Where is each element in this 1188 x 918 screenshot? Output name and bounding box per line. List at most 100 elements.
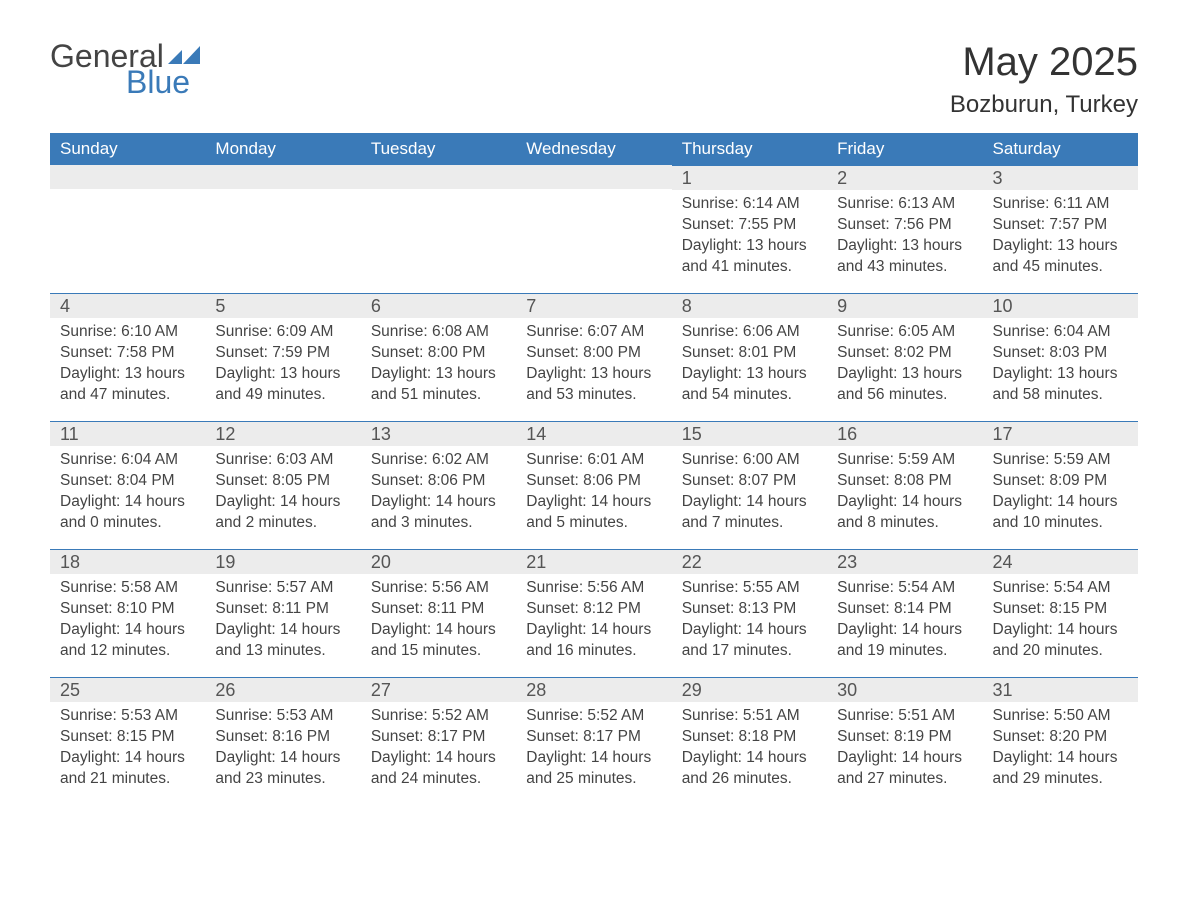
calendar-day: 7Sunrise: 6:07 AMSunset: 8:00 PMDaylight… (516, 293, 671, 421)
calendar-day: 6Sunrise: 6:08 AMSunset: 8:00 PMDaylight… (361, 293, 516, 421)
day-details: Sunrise: 5:53 AMSunset: 8:16 PMDaylight:… (205, 702, 360, 798)
calendar-day: 21Sunrise: 5:56 AMSunset: 8:12 PMDayligh… (516, 549, 671, 677)
calendar-day: 26Sunrise: 5:53 AMSunset: 8:16 PMDayligh… (205, 677, 360, 805)
calendar-row: 11Sunrise: 6:04 AMSunset: 8:04 PMDayligh… (50, 421, 1138, 549)
weekday-header: Monday (205, 133, 360, 165)
day-details: Sunrise: 5:51 AMSunset: 8:18 PMDaylight:… (672, 702, 827, 798)
calendar-day: 22Sunrise: 5:55 AMSunset: 8:13 PMDayligh… (672, 549, 827, 677)
day-details: Sunrise: 5:59 AMSunset: 8:09 PMDaylight:… (983, 446, 1138, 542)
day-number: 11 (50, 422, 205, 446)
logo-text-blue: Blue (126, 66, 190, 98)
day-number: 5 (205, 294, 360, 318)
calendar-day: 5Sunrise: 6:09 AMSunset: 7:59 PMDaylight… (205, 293, 360, 421)
day-number: 20 (361, 550, 516, 574)
calendar-empty (205, 165, 360, 293)
day-number: 29 (672, 678, 827, 702)
calendar-day: 27Sunrise: 5:52 AMSunset: 8:17 PMDayligh… (361, 677, 516, 805)
day-details: Sunrise: 6:01 AMSunset: 8:06 PMDaylight:… (516, 446, 671, 542)
calendar-empty (361, 165, 516, 293)
day-details: Sunrise: 5:54 AMSunset: 8:14 PMDaylight:… (827, 574, 982, 670)
calendar-day: 17Sunrise: 5:59 AMSunset: 8:09 PMDayligh… (983, 421, 1138, 549)
calendar-day: 2Sunrise: 6:13 AMSunset: 7:56 PMDaylight… (827, 165, 982, 293)
day-number: 12 (205, 422, 360, 446)
day-details: Sunrise: 5:55 AMSunset: 8:13 PMDaylight:… (672, 574, 827, 670)
calendar-day: 10Sunrise: 6:04 AMSunset: 8:03 PMDayligh… (983, 293, 1138, 421)
day-details: Sunrise: 6:06 AMSunset: 8:01 PMDaylight:… (672, 318, 827, 414)
weekday-header-row: SundayMondayTuesdayWednesdayThursdayFrid… (50, 133, 1138, 165)
day-details: Sunrise: 5:57 AMSunset: 8:11 PMDaylight:… (205, 574, 360, 670)
calendar-day: 25Sunrise: 5:53 AMSunset: 8:15 PMDayligh… (50, 677, 205, 805)
day-number: 27 (361, 678, 516, 702)
day-number: 22 (672, 550, 827, 574)
day-details: Sunrise: 5:53 AMSunset: 8:15 PMDaylight:… (50, 702, 205, 798)
weekday-header: Wednesday (516, 133, 671, 165)
calendar-day: 8Sunrise: 6:06 AMSunset: 8:01 PMDaylight… (672, 293, 827, 421)
calendar-row: 25Sunrise: 5:53 AMSunset: 8:15 PMDayligh… (50, 677, 1138, 805)
day-details: Sunrise: 6:04 AMSunset: 8:04 PMDaylight:… (50, 446, 205, 542)
calendar-day: 12Sunrise: 6:03 AMSunset: 8:05 PMDayligh… (205, 421, 360, 549)
weekday-header: Saturday (983, 133, 1138, 165)
calendar-day: 28Sunrise: 5:52 AMSunset: 8:17 PMDayligh… (516, 677, 671, 805)
day-number: 18 (50, 550, 205, 574)
day-details: Sunrise: 6:10 AMSunset: 7:58 PMDaylight:… (50, 318, 205, 414)
calendar-row: 1Sunrise: 6:14 AMSunset: 7:55 PMDaylight… (50, 165, 1138, 293)
calendar-day: 20Sunrise: 5:56 AMSunset: 8:11 PMDayligh… (361, 549, 516, 677)
day-details: Sunrise: 6:08 AMSunset: 8:00 PMDaylight:… (361, 318, 516, 414)
location: Bozburun, Turkey (950, 91, 1138, 119)
day-number: 19 (205, 550, 360, 574)
calendar-day: 31Sunrise: 5:50 AMSunset: 8:20 PMDayligh… (983, 677, 1138, 805)
calendar-day: 16Sunrise: 5:59 AMSunset: 8:08 PMDayligh… (827, 421, 982, 549)
day-number: 8 (672, 294, 827, 318)
weekday-header: Friday (827, 133, 982, 165)
day-number: 4 (50, 294, 205, 318)
day-number: 28 (516, 678, 671, 702)
day-details: Sunrise: 5:52 AMSunset: 8:17 PMDaylight:… (516, 702, 671, 798)
day-details: Sunrise: 5:56 AMSunset: 8:11 PMDaylight:… (361, 574, 516, 670)
calendar-day: 15Sunrise: 6:00 AMSunset: 8:07 PMDayligh… (672, 421, 827, 549)
day-details: Sunrise: 6:05 AMSunset: 8:02 PMDaylight:… (827, 318, 982, 414)
day-details: Sunrise: 6:14 AMSunset: 7:55 PMDaylight:… (672, 190, 827, 286)
day-details: Sunrise: 5:51 AMSunset: 8:19 PMDaylight:… (827, 702, 982, 798)
calendar-day: 29Sunrise: 5:51 AMSunset: 8:18 PMDayligh… (672, 677, 827, 805)
calendar-day: 4Sunrise: 6:10 AMSunset: 7:58 PMDaylight… (50, 293, 205, 421)
day-details: Sunrise: 5:59 AMSunset: 8:08 PMDaylight:… (827, 446, 982, 542)
calendar-day: 30Sunrise: 5:51 AMSunset: 8:19 PMDayligh… (827, 677, 982, 805)
day-details: Sunrise: 5:52 AMSunset: 8:17 PMDaylight:… (361, 702, 516, 798)
day-number: 21 (516, 550, 671, 574)
calendar-body: 1Sunrise: 6:14 AMSunset: 7:55 PMDaylight… (50, 165, 1138, 805)
day-number: 15 (672, 422, 827, 446)
weekday-header: Sunday (50, 133, 205, 165)
weekday-header: Tuesday (361, 133, 516, 165)
title-block: May 2025 Bozburun, Turkey (950, 40, 1138, 119)
day-details: Sunrise: 6:03 AMSunset: 8:05 PMDaylight:… (205, 446, 360, 542)
day-details: Sunrise: 6:00 AMSunset: 8:07 PMDaylight:… (672, 446, 827, 542)
day-number: 24 (983, 550, 1138, 574)
month-title: May 2025 (950, 40, 1138, 85)
calendar-empty (50, 165, 205, 293)
day-number: 7 (516, 294, 671, 318)
day-details: Sunrise: 6:13 AMSunset: 7:56 PMDaylight:… (827, 190, 982, 286)
day-number: 2 (827, 166, 982, 190)
calendar-day: 11Sunrise: 6:04 AMSunset: 8:04 PMDayligh… (50, 421, 205, 549)
calendar-day: 3Sunrise: 6:11 AMSunset: 7:57 PMDaylight… (983, 165, 1138, 293)
day-number: 31 (983, 678, 1138, 702)
day-details: Sunrise: 6:09 AMSunset: 7:59 PMDaylight:… (205, 318, 360, 414)
day-details: Sunrise: 5:54 AMSunset: 8:15 PMDaylight:… (983, 574, 1138, 670)
calendar-day: 19Sunrise: 5:57 AMSunset: 8:11 PMDayligh… (205, 549, 360, 677)
day-details: Sunrise: 5:50 AMSunset: 8:20 PMDaylight:… (983, 702, 1138, 798)
day-details: Sunrise: 6:04 AMSunset: 8:03 PMDaylight:… (983, 318, 1138, 414)
day-number: 16 (827, 422, 982, 446)
day-number: 6 (361, 294, 516, 318)
calendar-day: 18Sunrise: 5:58 AMSunset: 8:10 PMDayligh… (50, 549, 205, 677)
calendar-day: 14Sunrise: 6:01 AMSunset: 8:06 PMDayligh… (516, 421, 671, 549)
day-details: Sunrise: 6:11 AMSunset: 7:57 PMDaylight:… (983, 190, 1138, 286)
day-number: 14 (516, 422, 671, 446)
day-number: 25 (50, 678, 205, 702)
day-number: 3 (983, 166, 1138, 190)
header: General Blue May 2025 Bozburun, Turkey (50, 40, 1138, 119)
day-number: 1 (672, 166, 827, 190)
day-details: Sunrise: 6:02 AMSunset: 8:06 PMDaylight:… (361, 446, 516, 542)
day-number: 17 (983, 422, 1138, 446)
calendar-row: 18Sunrise: 5:58 AMSunset: 8:10 PMDayligh… (50, 549, 1138, 677)
day-number: 23 (827, 550, 982, 574)
